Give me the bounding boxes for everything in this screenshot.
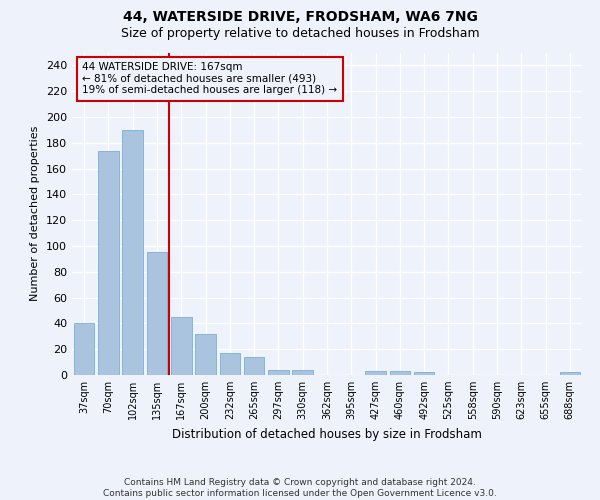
Bar	[171, 317, 191, 375]
X-axis label: Distribution of detached houses by size in Frodsham: Distribution of detached houses by size …	[172, 428, 482, 440]
Bar	[146, 252, 167, 375]
Bar	[365, 371, 386, 375]
Bar	[220, 353, 240, 375]
Bar	[292, 370, 313, 375]
Text: Contains HM Land Registry data © Crown copyright and database right 2024.
Contai: Contains HM Land Registry data © Crown c…	[103, 478, 497, 498]
Y-axis label: Number of detached properties: Number of detached properties	[31, 126, 40, 302]
Bar	[195, 334, 216, 375]
Bar	[98, 150, 119, 375]
Bar	[414, 372, 434, 375]
Bar	[560, 372, 580, 375]
Text: Size of property relative to detached houses in Frodsham: Size of property relative to detached ho…	[121, 28, 479, 40]
Bar	[244, 357, 265, 375]
Text: 44 WATERSIDE DRIVE: 167sqm
← 81% of detached houses are smaller (493)
19% of sem: 44 WATERSIDE DRIVE: 167sqm ← 81% of deta…	[82, 62, 337, 96]
Text: 44, WATERSIDE DRIVE, FRODSHAM, WA6 7NG: 44, WATERSIDE DRIVE, FRODSHAM, WA6 7NG	[122, 10, 478, 24]
Bar	[74, 324, 94, 375]
Bar	[389, 371, 410, 375]
Bar	[122, 130, 143, 375]
Bar	[268, 370, 289, 375]
